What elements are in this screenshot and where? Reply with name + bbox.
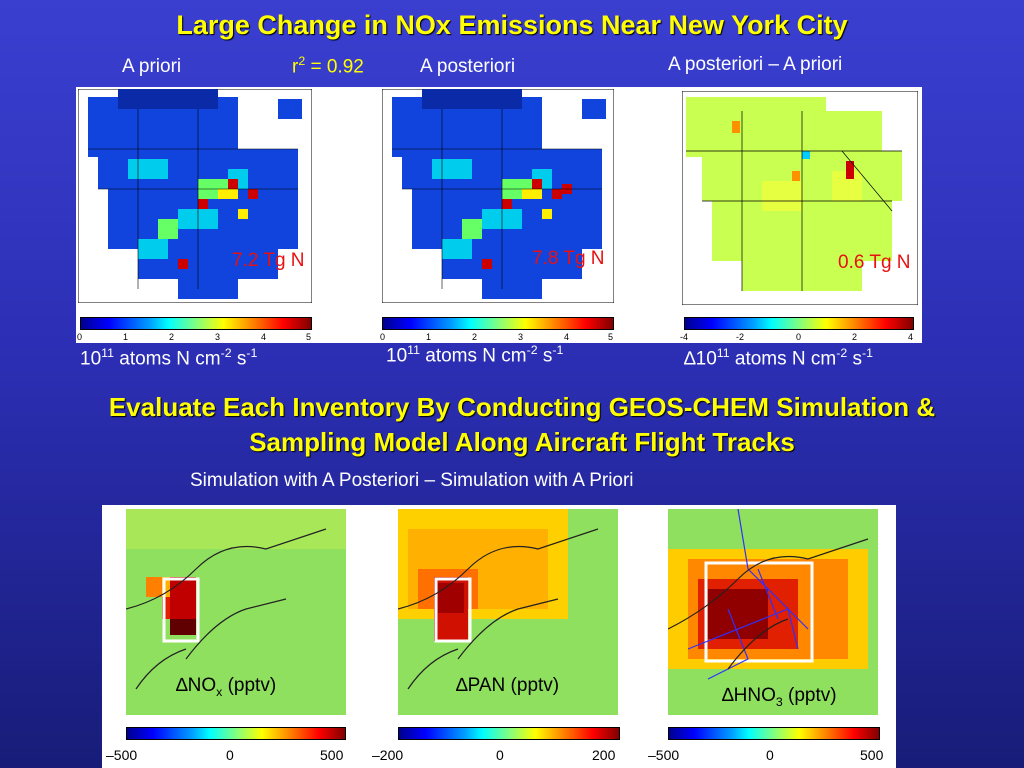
tick: –200 <box>372 747 404 763</box>
tick: 0 <box>496 747 504 763</box>
total-difference: 0.6 Tg N <box>838 252 911 273</box>
page-title: Large Change in NOx Emissions Near New Y… <box>176 10 848 40</box>
hno3-label: ∆HNO3 (pptv) <box>722 685 837 709</box>
a-priori-map <box>78 89 312 303</box>
pan-label: ∆PAN (pptv) <box>456 675 560 696</box>
tick: 2 <box>169 332 175 342</box>
r-squared: r2 = 0.92 <box>292 54 364 78</box>
tick: 3 <box>518 332 524 342</box>
tick: 1 <box>426 332 432 342</box>
tick: 500 <box>860 747 884 763</box>
tick: 1 <box>123 332 129 342</box>
pan-map <box>398 509 618 715</box>
difference-map <box>682 91 918 305</box>
unit-label-difference: ∆1011 atoms N cm-2 s-1 <box>684 346 873 370</box>
tick: -2 <box>736 332 745 342</box>
tick: 4 <box>564 332 570 342</box>
tick: 2 <box>852 332 858 342</box>
total-a-priori: 7.2 Tg N <box>232 250 305 271</box>
colorbar-pan <box>398 727 620 740</box>
label-a-priori: A priori <box>122 56 182 77</box>
total-a-posteriori: 7.8 Tg N <box>532 248 605 269</box>
colorbar-difference <box>684 317 914 330</box>
tick: 5 <box>608 332 614 342</box>
tick: –500 <box>648 747 680 763</box>
tick: 0 <box>380 332 386 342</box>
tick: 500 <box>320 747 344 763</box>
colorbar-nox <box>126 727 346 740</box>
tick: 0 <box>77 332 83 342</box>
tick: 5 <box>306 332 312 342</box>
nox-label: ∆NOx (pptv) <box>176 675 277 699</box>
label-a-posteriori: A posteriori <box>420 56 516 77</box>
section-heading-line1: Evaluate Each Inventory By Conducting GE… <box>108 392 936 422</box>
simulation-caption: Simulation with A Posteriori – Simulatio… <box>190 470 634 491</box>
tick: 2 <box>472 332 478 342</box>
colorbar-hno3 <box>668 727 880 740</box>
tick: –500 <box>106 747 138 763</box>
colorbar-a-posteriori <box>382 317 614 330</box>
unit-label-a-priori: 1011 atoms N cm-2 s-1 <box>80 346 258 370</box>
top-maps-panel: 7.2 Tg N 0 1 2 3 4 5 7.8 Tg N 0 1 2 3 4 … <box>76 87 922 343</box>
tick: 0 <box>796 332 802 342</box>
tick: 0 <box>766 747 774 763</box>
nox-map <box>126 509 346 715</box>
hno3-map <box>668 509 878 715</box>
tick: 4 <box>261 332 267 342</box>
tick: 0 <box>226 747 234 763</box>
tick: 200 <box>592 747 616 763</box>
unit-label-a-posteriori: 1011 atoms N cm-2 s-1 <box>386 343 564 367</box>
colorbar-a-priori <box>80 317 312 330</box>
a-posteriori-map <box>382 89 614 303</box>
tick: 3 <box>215 332 221 342</box>
label-difference: A posteriori – A priori <box>668 54 843 75</box>
bottom-maps-panel: ∆NOx (pptv) –500 0 500 ∆PAN (pptv) –200 … <box>102 505 896 768</box>
section-heading-line2: Sampling Model Along Aircraft Flight Tra… <box>249 427 795 457</box>
tick: 4 <box>908 332 914 342</box>
tick: -4 <box>680 332 689 342</box>
